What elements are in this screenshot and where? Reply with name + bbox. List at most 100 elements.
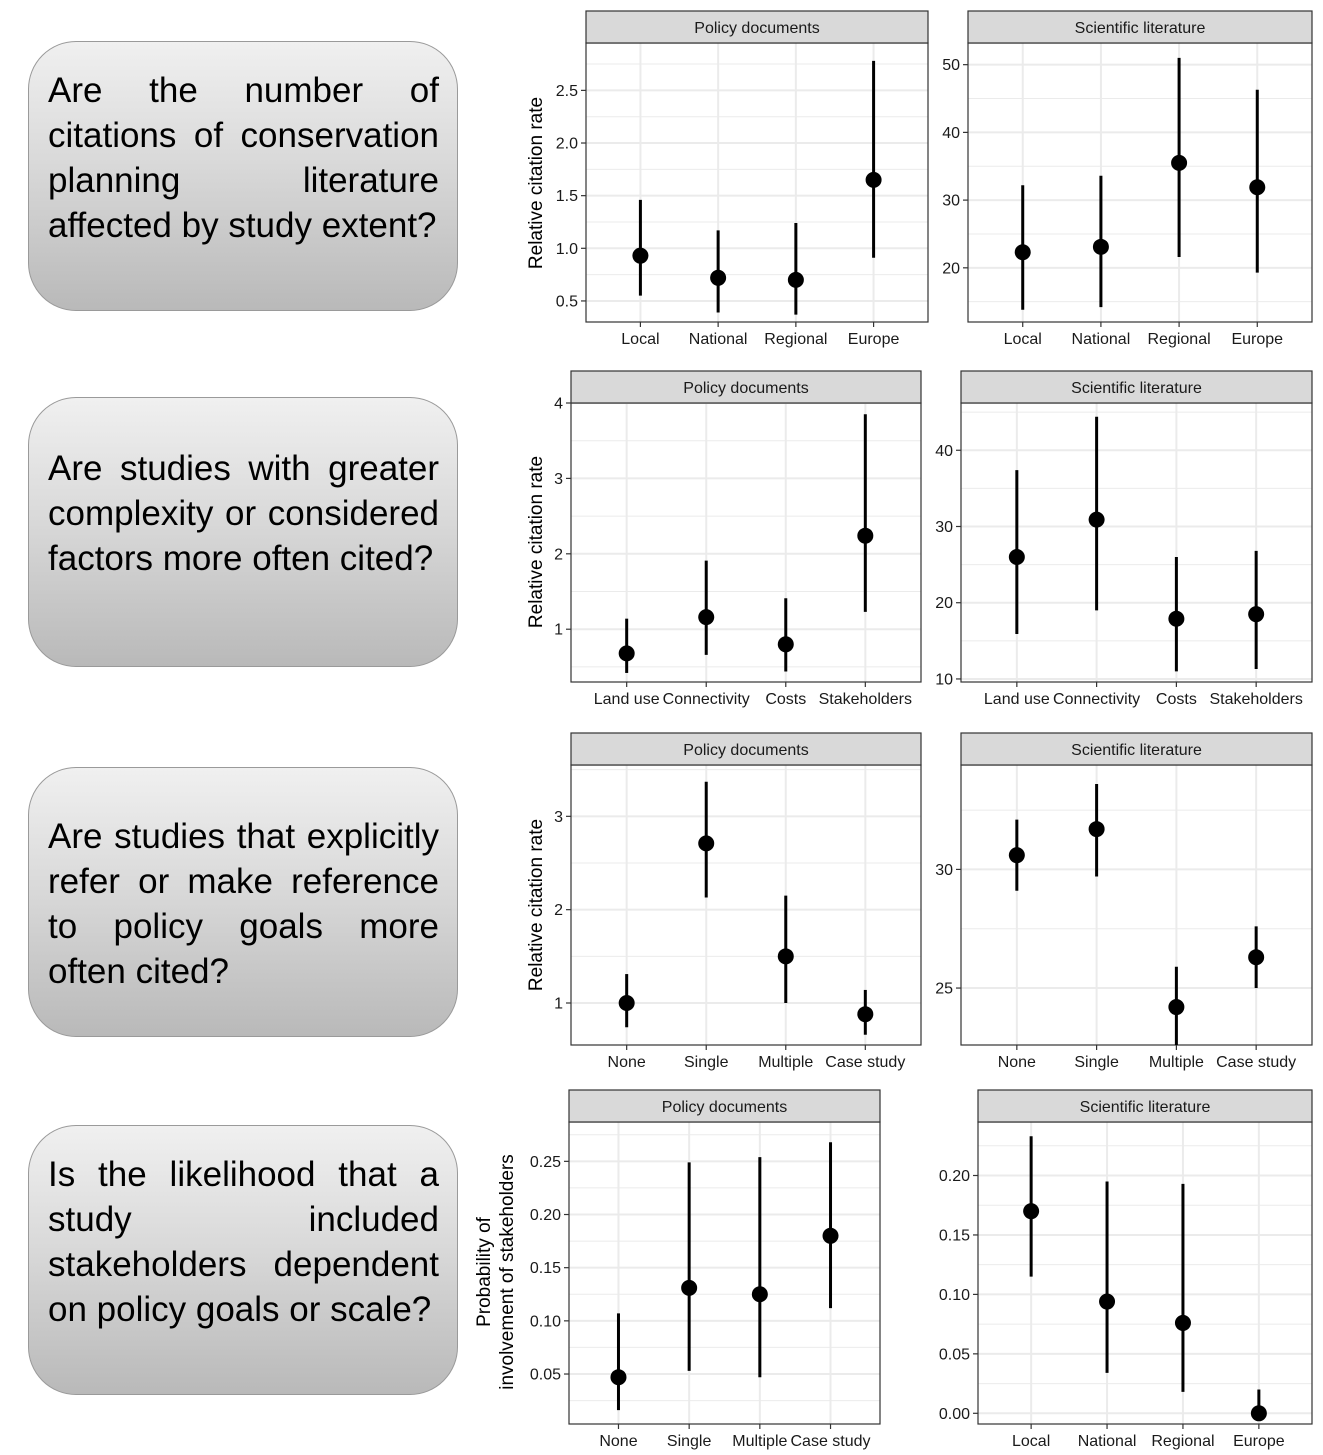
question-box-2: Are studies with greater complexity or c… <box>28 397 458 667</box>
y-axis-label-line: Probability of <box>474 1216 495 1327</box>
data-point <box>618 995 635 1011</box>
x-tick-label: Stakeholders <box>819 691 912 708</box>
y-tick-label: 25 <box>935 981 953 998</box>
data-point <box>1023 1203 1040 1220</box>
x-tick-label: Costs <box>765 691 806 708</box>
question-text-2: Are studies with greater complexity or c… <box>48 449 439 578</box>
strip-header <box>960 732 1313 766</box>
strip-title: Scientific literature <box>1075 20 1206 37</box>
chart-panel-6: Scientific literature 25 30 None Single Multi… <box>935 732 1313 1071</box>
data-point <box>1008 548 1025 565</box>
y-tick-label: 1.0 <box>556 241 578 258</box>
x-tick-label: Local <box>1012 1433 1050 1450</box>
panel-background <box>978 1122 1312 1424</box>
chart-panel-3: Policy documents 1 2 3 4 Land use Connectivity… <box>526 370 922 708</box>
strip-header <box>570 370 922 404</box>
data-point <box>632 247 649 264</box>
data-point <box>1008 847 1025 864</box>
x-tick-label: Europe <box>1231 331 1283 348</box>
panel-background <box>961 765 1312 1045</box>
data-point <box>698 835 715 852</box>
data-point <box>777 636 794 653</box>
data-point <box>865 171 882 188</box>
x-tick-label: Land use <box>594 691 660 708</box>
data-point <box>777 948 794 965</box>
x-tick-label: Costs <box>1156 691 1197 708</box>
y-tick-label: 40 <box>942 125 960 142</box>
y-axis-label: Probability of involvement of stakeholder… <box>474 1154 518 1390</box>
y-tick-label: 0.00 <box>939 1406 970 1423</box>
y-axis-label-line: involvement of stakeholders <box>497 1154 518 1390</box>
y-tick-label: 20 <box>942 260 960 277</box>
data-point <box>1168 610 1185 627</box>
data-point <box>857 527 874 544</box>
y-tick-label: 4 <box>554 396 563 413</box>
strip-title: Policy documents <box>683 742 808 759</box>
chart-panel-5: Policy documents 1 2 3 None Single Multiple Cas… <box>526 732 922 1071</box>
data-point <box>857 1006 874 1023</box>
data-point <box>1168 999 1185 1016</box>
strip-header <box>967 10 1313 44</box>
x-tick-label: Europe <box>848 331 900 348</box>
data-point <box>751 1286 768 1303</box>
question-box-3: Are studies that explicitly refer or mak… <box>28 767 458 1037</box>
question-text-1: Are the number of citations of conservat… <box>48 71 439 245</box>
x-tick-label: Single <box>684 1054 729 1071</box>
y-tick-label: 3 <box>554 471 563 488</box>
data-point <box>1248 606 1265 623</box>
x-tick-label: Connectivity <box>1053 691 1140 708</box>
strip-header <box>570 732 922 766</box>
x-tick-label: Europe <box>1233 1433 1285 1450</box>
data-point <box>618 645 635 662</box>
x-tick-label: Local <box>1004 331 1042 348</box>
data-point <box>1014 244 1031 261</box>
chart-panel-2: Scientific literature 20 30 40 50 Local Nation… <box>942 10 1313 348</box>
x-tick-label: Single <box>667 1433 712 1450</box>
x-tick-label: Case study <box>1216 1054 1296 1071</box>
panel-background <box>961 403 1312 682</box>
y-axis-label: Relative citation rate <box>526 456 547 628</box>
strip-header <box>585 10 929 44</box>
x-tick-label: None <box>608 1054 646 1071</box>
y-tick-label: 0.10 <box>939 1287 970 1304</box>
data-point <box>1174 1314 1191 1331</box>
y-tick-label: 40 <box>935 443 953 460</box>
x-tick-label: Regional <box>764 331 827 348</box>
y-tick-label: 0.15 <box>939 1227 970 1244</box>
y-axis-label: Relative citation rate <box>526 819 547 991</box>
chart-panel-4: Scientific literature 10 20 30 40 Land use Con… <box>935 370 1313 708</box>
y-tick-label: 50 <box>942 57 960 74</box>
y-tick-label: 30 <box>935 519 953 536</box>
x-tick-label: Regional <box>1148 331 1211 348</box>
x-tick-label: Stakeholders <box>1209 691 1302 708</box>
y-tick-label: 30 <box>942 193 960 210</box>
y-axis-label: Relative citation rate <box>526 97 547 269</box>
data-point <box>1171 154 1188 171</box>
data-point <box>822 1227 839 1244</box>
strip-title: Scientific literature <box>1080 1099 1211 1116</box>
strip-title: Scientific literature <box>1071 742 1202 759</box>
y-tick-label: 0.05 <box>530 1367 561 1384</box>
y-tick-label: 20 <box>935 595 953 612</box>
strip-title: Policy documents <box>662 1099 787 1116</box>
x-tick-label: Connectivity <box>663 691 750 708</box>
y-tick-label: 0.20 <box>939 1168 970 1185</box>
question-box-4: Is the likelihood that a study included … <box>28 1125 458 1395</box>
y-tick-label: 0.25 <box>530 1154 561 1171</box>
data-point <box>610 1369 627 1386</box>
strip-title: Scientific literature <box>1071 380 1202 397</box>
data-point <box>1092 238 1109 255</box>
y-tick-label: 0.10 <box>530 1313 561 1330</box>
y-tick-label: 3 <box>554 809 563 826</box>
x-tick-label: Land use <box>984 691 1050 708</box>
y-tick-label: 0.20 <box>530 1207 561 1224</box>
y-tick-label: 0.5 <box>556 293 578 310</box>
strip-header <box>977 1089 1313 1123</box>
x-tick-label: Regional <box>1151 1433 1214 1450</box>
x-tick-label: National <box>1072 331 1131 348</box>
x-tick-label: None <box>599 1433 637 1450</box>
question-box-1: Are the number of citations of conservat… <box>28 41 458 311</box>
x-tick-label: None <box>998 1054 1036 1071</box>
strip-title: Policy documents <box>694 20 819 37</box>
y-tick-label: 1 <box>554 996 563 1013</box>
